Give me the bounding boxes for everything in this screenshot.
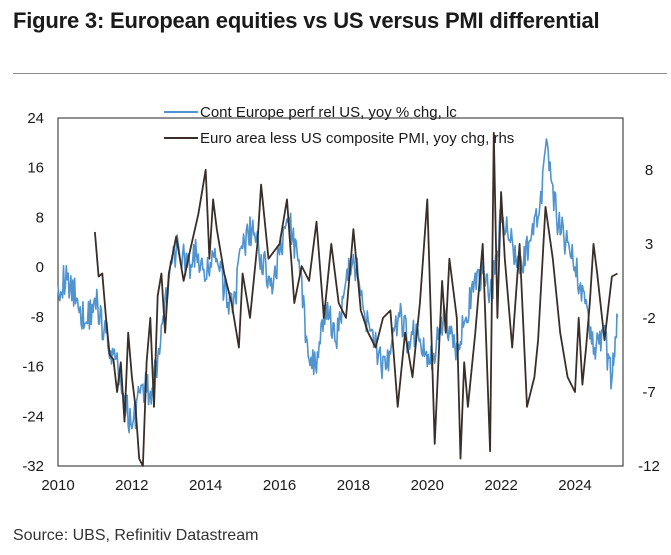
legend-label: Euro area less US composite PMI, yoy chg… — [200, 130, 514, 147]
x-axis-tick-label: 2014 — [189, 477, 222, 494]
left-axis-tick-label: 8 — [36, 209, 44, 226]
x-axis-tick-label: 2010 — [41, 477, 74, 494]
right-axis-tick-label: -12 — [638, 458, 660, 475]
right-axis-tick-label: -7 — [642, 384, 655, 401]
x-axis-tick-label: 2018 — [337, 477, 370, 494]
right-axis-tick-label: 8 — [645, 162, 653, 179]
series-line-europe-rel-us — [57, 138, 619, 434]
left-axis-tick-label: -16 — [22, 359, 44, 376]
left-axis-tick-label: 0 — [36, 259, 44, 276]
x-axis-tick-label: 2020 — [411, 477, 444, 494]
x-axis-tick-label: 2022 — [484, 477, 517, 494]
legend-label: Cont Europe perf rel US, yoy % chg, lc — [200, 104, 457, 121]
source-note: Source: UBS, Refinitiv Datastream — [13, 527, 259, 544]
plot-frame — [57, 117, 624, 467]
x-axis-tick-label: 2024 — [558, 477, 591, 494]
left-axis-tick-label: 16 — [27, 160, 44, 177]
right-axis-tick-label: -2 — [642, 310, 655, 327]
title-divider — [13, 73, 667, 74]
left-axis-tick-label: 24 — [27, 110, 44, 127]
left-axis-tick-label: -24 — [22, 408, 44, 425]
series-line-pmi-differential — [94, 131, 618, 467]
x-axis-tick-label: 2016 — [263, 477, 296, 494]
left-axis-tick-label: -32 — [22, 458, 44, 475]
x-axis-tick-label: 2012 — [115, 477, 148, 494]
left-axis-tick-label: -8 — [31, 309, 44, 326]
right-axis-tick-label: 3 — [645, 236, 653, 253]
figure-title: Figure 3: European equities vs US versus… — [13, 8, 600, 33]
